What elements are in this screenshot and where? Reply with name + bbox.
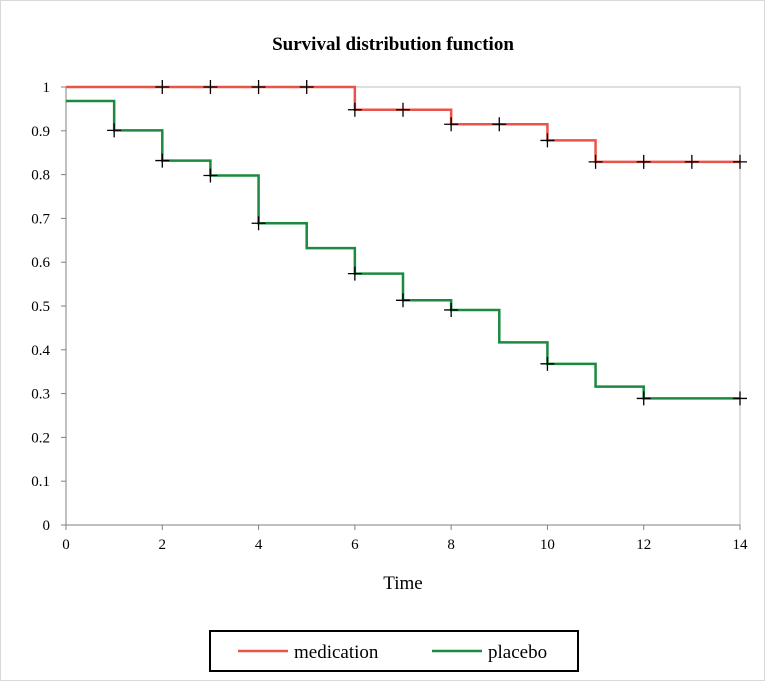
series-layer [66, 85, 740, 400]
x-tick-label: 0 [62, 537, 70, 553]
censor-mark-placebo [444, 302, 459, 317]
censor-mark-placebo [347, 266, 362, 281]
censor-mark-medication [396, 102, 410, 117]
censor-mark-medication [347, 102, 362, 117]
censor-mark-medication [540, 133, 555, 148]
censor-mark-medication [733, 154, 747, 169]
x-tick-label: 2 [159, 537, 167, 553]
censor-mark-placebo [251, 216, 266, 231]
y-tick-label: 0.1 [31, 474, 50, 490]
y-axis: 0 0.1 0.2 0.3 0.4 0.5 0.6 0.7 0.8 0.9 1 [31, 80, 67, 534]
legend-label-placebo: placebo [488, 642, 547, 663]
y-tick-label: 1 [43, 80, 51, 96]
y-tick-label: 0.5 [31, 299, 50, 315]
censor-mark-placebo [203, 168, 218, 183]
legend: medication placebo [209, 630, 579, 672]
censor-mark-medication [155, 80, 170, 94]
y-tick-label: 0 [43, 518, 51, 534]
chart-title: Survival distribution function [272, 34, 514, 55]
x-axis: 0 2 4 6 8 10 12 14 [62, 524, 749, 553]
series-line-medication [66, 85, 740, 164]
censor-mark-medication [203, 80, 218, 94]
x-tick-label: 10 [540, 537, 555, 553]
censor-mark-placebo [155, 153, 170, 168]
y-tick-label: 0.3 [31, 387, 50, 403]
censor-mark-placebo [107, 123, 122, 138]
series-line-placebo [66, 99, 740, 400]
y-tick-label: 0.8 [31, 168, 50, 184]
x-tick-label: 6 [351, 537, 359, 553]
y-tick-label: 0.4 [31, 343, 50, 359]
x-axis-label: Time [383, 573, 422, 594]
censor-mark-placebo [733, 391, 747, 406]
x-tick-label: 8 [447, 537, 455, 553]
censor-mark-medication [684, 154, 699, 169]
censor-mark-medication [492, 117, 507, 132]
x-tick-label: 12 [636, 537, 651, 553]
y-tick-label: 0.9 [31, 124, 50, 140]
censor-mark-placebo [636, 391, 651, 406]
x-tick-label: 4 [255, 537, 263, 553]
censor-mark-medication [299, 80, 314, 94]
y-tick-label: 0.7 [31, 211, 50, 227]
censor-mark-placebo [396, 293, 410, 308]
censor-mark-medication [251, 80, 266, 94]
legend-label-medication: medication [294, 642, 379, 663]
y-tick-label: 0.6 [31, 255, 50, 271]
x-tick-label: 14 [733, 537, 749, 553]
censor-mark-medication [444, 117, 459, 132]
censor-mark-medication [588, 154, 603, 169]
y-tick-label: 0.2 [31, 430, 50, 446]
censor-marks [107, 80, 747, 406]
censor-mark-medication [636, 154, 651, 169]
censor-mark-placebo [540, 356, 555, 371]
